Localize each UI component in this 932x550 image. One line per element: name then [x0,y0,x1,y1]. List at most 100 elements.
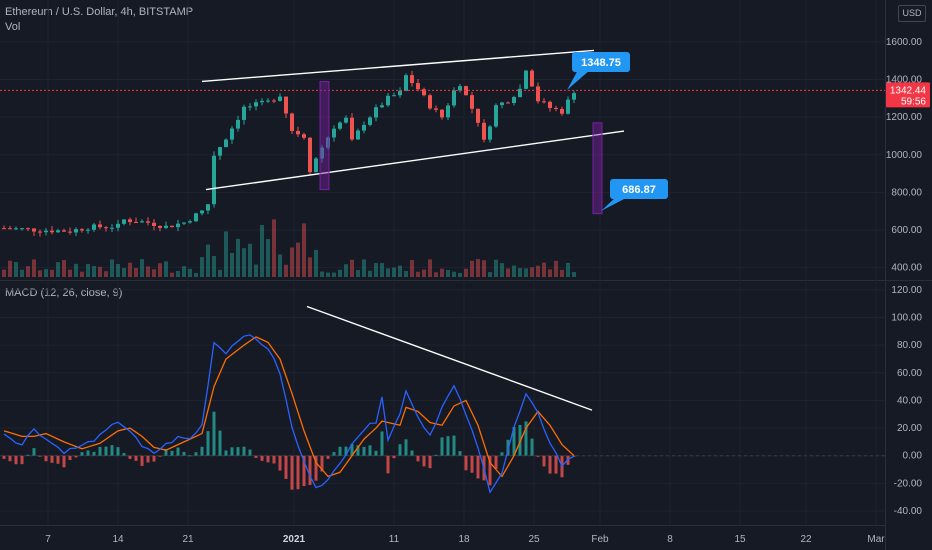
volume-bar [98,266,102,277]
histogram-bar [428,455,432,469]
candle [134,222,138,224]
volume-bar [110,259,114,277]
candle [80,229,84,231]
volume-bar [530,267,534,277]
volume-bar [14,262,18,277]
volume-bar [254,264,258,277]
volume-bar [296,242,300,277]
candle [32,228,36,232]
histogram-bar [404,439,408,456]
volume-bar [380,263,384,277]
histogram-bar [302,455,306,487]
candle [440,109,444,118]
candle [182,222,186,224]
volume-bar [248,243,252,277]
histogram-bar [68,455,72,461]
histogram-bar [158,455,162,457]
histogram-bar [188,455,192,457]
volume-bar [344,264,348,277]
candle [8,228,12,230]
volume-bar [56,262,60,277]
volume-bar [116,264,120,277]
histogram-bar [362,446,366,456]
candle [146,221,150,223]
histogram-bar [272,455,276,464]
histogram-bar [530,438,534,456]
countdown-timer: 59:56 [901,96,926,107]
volume-bar [206,244,210,277]
histogram-bar [494,455,498,469]
volume-bar [272,219,276,277]
volume-bar [74,263,78,277]
histogram-bar [98,446,102,456]
candle [170,225,174,228]
histogram-bar [176,447,180,456]
volume-bar [458,272,462,277]
volume-bar [38,270,42,277]
candle [98,224,102,228]
x-tick-label: 21 [182,534,194,545]
volume-bar [146,266,150,277]
volume-bar [428,259,432,277]
volume-bar [284,264,288,277]
candle [338,122,342,129]
flagpole-box [319,80,330,191]
candle [104,227,108,229]
histogram-bar [440,437,444,456]
histogram-bar [458,451,462,456]
candle [74,229,78,233]
volume-bar [266,238,270,277]
candle [500,102,504,106]
candle [392,95,396,97]
currency-button[interactable]: USD [898,5,926,22]
volume-bar [200,257,204,277]
x-tick-label: 18 [458,534,470,545]
histogram-bar [278,455,282,471]
candle [386,95,390,106]
volume-bar [350,259,354,277]
histogram-bar [122,453,126,456]
macd-tick-label: 20.00 [897,423,922,434]
candle [368,117,372,125]
x-tick-label: 15 [734,534,746,545]
candle [176,223,180,228]
histogram-bar [170,450,174,456]
volume-bar [524,268,528,277]
volume-bar [356,270,360,277]
price-tick-label: 800.00 [891,187,922,198]
volume-bar [566,262,570,277]
volume-label: Vol [5,21,21,33]
volume-bar [170,272,174,277]
macd-tick-label: 40.00 [897,395,922,406]
histogram-bar [392,455,396,459]
histogram-bar [524,421,528,456]
volume-bar [434,272,438,277]
candle [278,96,282,101]
histogram-bar [542,455,546,467]
channel-upper-line [201,49,595,83]
histogram-bar [248,449,252,456]
histogram-bar [254,455,258,458]
volume-bar [92,266,96,277]
axes: 7 14 21 2021 11 18 25 Feb 8 15 22 Mar 1600.00 1400.00… [45,37,922,545]
histogram-bar [410,450,414,456]
volume-bar [446,269,450,277]
candle [320,147,324,159]
candle [536,86,540,102]
price-callout: 686.87 [601,179,668,211]
histogram-bar [38,455,42,457]
histogram-bar [128,455,132,459]
callout-label: 1348.75 [581,57,621,69]
histogram-bar [260,455,264,461]
candle [230,128,234,140]
histogram-bar [338,446,342,456]
volume-bar [32,259,36,277]
volume-bar [536,265,540,277]
candle [476,108,480,123]
volume-bars [2,219,576,277]
volume-bar [518,268,522,277]
macd-line [3,334,575,494]
callout-label: 686.87 [622,184,656,196]
